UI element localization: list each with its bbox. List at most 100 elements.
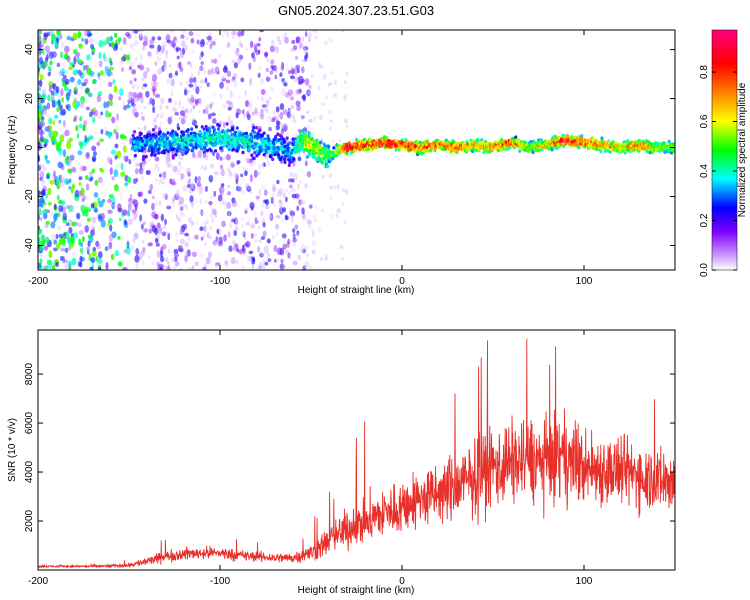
noise-speck [141, 240, 145, 244]
noise-speck [281, 217, 285, 224]
noise-speck [206, 219, 209, 224]
noise-speck [207, 71, 212, 76]
noise-speck [139, 64, 144, 69]
ridge-mark [217, 123, 221, 128]
noise-speck [245, 240, 251, 248]
noise-speck [302, 93, 307, 102]
noise-speck [40, 178, 46, 187]
noise-speck [113, 184, 119, 192]
noise-speck [304, 264, 308, 269]
noise-speck [184, 255, 188, 263]
noise-speck [64, 78, 70, 85]
noise-speck [308, 204, 313, 209]
noise-speck [43, 245, 49, 251]
noise-speck [182, 174, 185, 178]
noise-speck [38, 30, 43, 35]
noise-speck [70, 235, 74, 244]
noise-speck [289, 186, 293, 193]
noise-speck [77, 150, 83, 156]
noise-speck [292, 228, 296, 233]
noise-speck [123, 155, 129, 163]
noise-speck [228, 211, 231, 216]
noise-speck [265, 107, 269, 113]
noise-speck [68, 226, 73, 234]
noise-speck [255, 195, 259, 201]
noise-speck [282, 109, 288, 116]
noise-speck [184, 252, 188, 257]
ridge-mark [196, 140, 201, 144]
noise-speck [227, 184, 231, 189]
noise-speck [179, 66, 184, 73]
ridge-mark [175, 132, 179, 137]
noise-speck [190, 94, 194, 100]
noise-speck [202, 109, 206, 114]
ridge-mark [235, 149, 239, 153]
ridge-mark [133, 153, 137, 158]
noise-speck [59, 110, 65, 116]
noise-speck [334, 80, 337, 86]
noise-speck [82, 165, 87, 172]
noise-speck [49, 51, 54, 60]
noise-speck [62, 248, 66, 253]
noise-speck [191, 119, 197, 126]
noise-speck [306, 253, 310, 257]
noise-speck [231, 30, 237, 36]
noise-speck [286, 240, 290, 249]
noise-speck [89, 266, 94, 270]
noise-speck [266, 115, 272, 124]
noise-speck [151, 195, 155, 200]
noise-speck [133, 232, 139, 239]
noise-speck [187, 235, 191, 243]
noise-speck [54, 40, 58, 49]
noise-speck [252, 56, 256, 63]
noise-speck [251, 264, 255, 270]
noise-speck [210, 40, 216, 46]
noise-speck [276, 257, 279, 263]
noise-speck [165, 32, 169, 37]
noise-speck [299, 201, 303, 206]
noise-speck [200, 156, 203, 161]
noise-speck [199, 226, 204, 232]
noise-speck [154, 213, 159, 220]
ridge-mark [186, 147, 190, 152]
noise-speck [307, 39, 311, 43]
noise-speck [241, 190, 246, 195]
noise-speck [288, 113, 292, 120]
noise-speck [272, 186, 277, 193]
noise-speck [295, 36, 299, 44]
noise-speck [52, 264, 56, 270]
noise-speck [122, 267, 128, 270]
noise-speck [111, 202, 116, 210]
noise-speck [240, 77, 245, 83]
noise-speck [238, 36, 242, 43]
noise-speck [227, 106, 232, 111]
noise-speck [327, 82, 331, 87]
noise-speck [72, 117, 76, 122]
noise-speck [140, 223, 144, 230]
noise-speck [242, 231, 246, 238]
noise-speck [131, 69, 137, 75]
noise-speck [152, 105, 156, 114]
noise-speck [249, 99, 252, 106]
noise-speck [38, 37, 41, 44]
noise-speck [38, 112, 42, 118]
noise-speck [58, 199, 63, 205]
ridge-mark [326, 164, 330, 169]
noise-speck [97, 114, 102, 120]
noise-speck [134, 98, 139, 103]
noise-speck [246, 185, 252, 192]
noise-speck [131, 198, 138, 203]
noise-speck [310, 74, 314, 79]
noise-speck [203, 263, 208, 269]
noise-speck [43, 108, 48, 117]
noise-speck [125, 246, 131, 255]
noise-speck [72, 32, 78, 40]
noise-speck [255, 49, 260, 56]
noise-speck [285, 188, 289, 193]
noise-speck [158, 200, 162, 207]
noise-speck [271, 118, 276, 123]
noise-speck [69, 76, 75, 83]
ridge-mark [517, 139, 521, 143]
noise-speck [147, 157, 151, 162]
noise-speck [292, 242, 297, 248]
